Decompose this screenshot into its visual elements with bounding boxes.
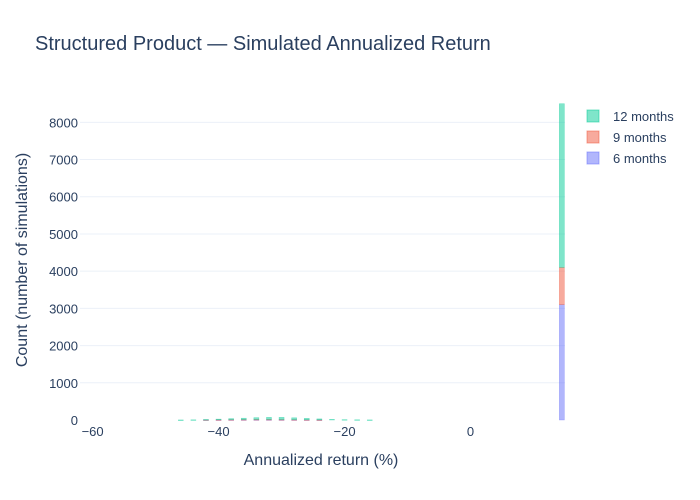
y-axis-ticks: 0 1000 2000 3000 4000 5000 6000 7000 8000 bbox=[49, 115, 78, 428]
legend-item-12-months[interactable]: 12 months bbox=[586, 109, 674, 124]
y-tick-label: 0 bbox=[71, 413, 78, 428]
x-tick-label: −60 bbox=[82, 424, 104, 439]
legend-item-9-months[interactable]: 9 months bbox=[586, 130, 667, 145]
bar-12-months bbox=[228, 418, 234, 420]
bar-12-months bbox=[190, 419, 197, 421]
legend-item-6-months[interactable]: 6 months bbox=[586, 151, 667, 166]
y-tick-label: 7000 bbox=[49, 153, 78, 168]
bar-12-months bbox=[253, 417, 260, 420]
bar-12-months bbox=[316, 418, 323, 421]
legend-swatch bbox=[586, 130, 600, 144]
bar-12-months bbox=[178, 419, 184, 421]
x-axis-ticks: −60 −40 −20 0 bbox=[82, 424, 475, 439]
y-tick-label: 3000 bbox=[49, 301, 78, 316]
chart-title: Structured Product — Simulated Annualize… bbox=[35, 33, 491, 55]
bar-12-months bbox=[215, 418, 222, 421]
bar-12-months bbox=[303, 418, 310, 421]
y-tick-label: 4000 bbox=[49, 264, 78, 279]
bar-12-months bbox=[203, 419, 209, 421]
bar-12-months bbox=[278, 417, 285, 420]
x-tick-label: −40 bbox=[208, 424, 230, 439]
bar-12-months bbox=[341, 419, 348, 421]
bar-12-months bbox=[240, 417, 247, 420]
y-tick-label: 5000 bbox=[49, 227, 78, 242]
x-axis-title: Annualized return (%) bbox=[244, 452, 399, 469]
bar-12-months bbox=[354, 419, 360, 421]
bar-9-months bbox=[559, 267, 565, 305]
bar-12-months bbox=[559, 103, 565, 268]
bar-12-months bbox=[366, 419, 373, 421]
legend-swatch bbox=[586, 109, 600, 123]
bar-12-months bbox=[329, 419, 335, 421]
legend-swatch bbox=[586, 151, 600, 165]
bar-12-months bbox=[291, 417, 297, 420]
x-tick-label: −20 bbox=[334, 424, 356, 439]
bar-6-months bbox=[559, 304, 565, 421]
y-tick-label: 6000 bbox=[49, 190, 78, 205]
y-tick-label: 1000 bbox=[49, 376, 78, 391]
legend-label: 12 months bbox=[613, 109, 674, 124]
y-axis-title: Count (number of simulations) bbox=[14, 153, 31, 367]
y-tick-label: 8000 bbox=[49, 115, 78, 130]
bar-12-months bbox=[266, 417, 272, 420]
bars bbox=[178, 103, 565, 421]
grid bbox=[80, 121, 565, 384]
legend[interactable]: 12 months 9 months 6 months bbox=[586, 109, 674, 166]
legend-label: 9 months bbox=[613, 130, 667, 145]
legend-label: 6 months bbox=[613, 151, 667, 166]
y-tick-label: 2000 bbox=[49, 339, 78, 354]
x-tick-label: 0 bbox=[467, 424, 474, 439]
